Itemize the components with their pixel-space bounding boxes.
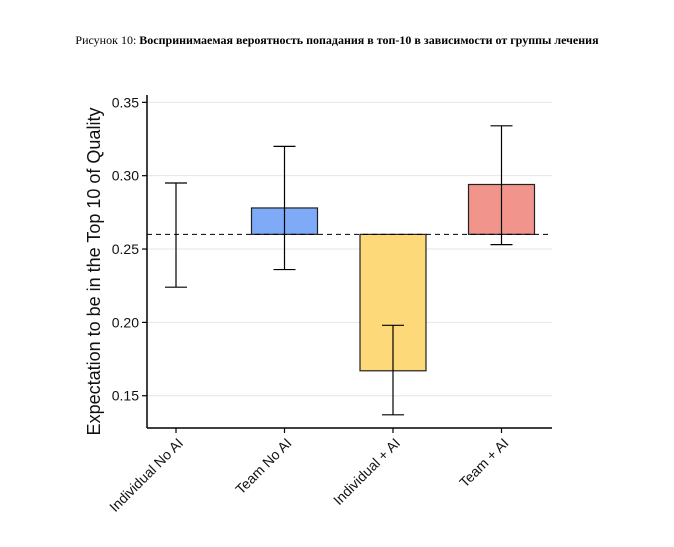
figure-caption: Рисунок 10: Воспринимаемая вероятность п… bbox=[0, 33, 674, 48]
caption-prefix: Рисунок 10: bbox=[75, 33, 140, 47]
y-axis-title: Expectation to be in the Top 10 of Quali… bbox=[84, 108, 104, 436]
x-tick-label: Individual No AI bbox=[106, 435, 186, 515]
error-bars bbox=[165, 125, 513, 416]
x-tick-label: Team + AI bbox=[456, 435, 512, 491]
y-ticks: 0.15 0.20 0.25 0.30 0.35 bbox=[112, 94, 147, 404]
y-tick-label: 0.25 bbox=[112, 241, 139, 257]
axes bbox=[146, 95, 552, 429]
gridlines bbox=[147, 101, 552, 397]
x-ticks: Individual No AI Team No AI Individual + A… bbox=[106, 428, 512, 515]
y-tick-label: 0.20 bbox=[112, 314, 139, 330]
y-tick-label: 0.15 bbox=[112, 388, 139, 404]
y-tick-label: 0.30 bbox=[112, 168, 139, 184]
caption-title: Воспринимаемая вероятность попадания в т… bbox=[139, 33, 599, 47]
x-tick-label: Individual + AI bbox=[330, 435, 403, 508]
x-tick-label: Team No AI bbox=[232, 435, 294, 497]
y-tick-label: 0.35 bbox=[112, 94, 139, 110]
